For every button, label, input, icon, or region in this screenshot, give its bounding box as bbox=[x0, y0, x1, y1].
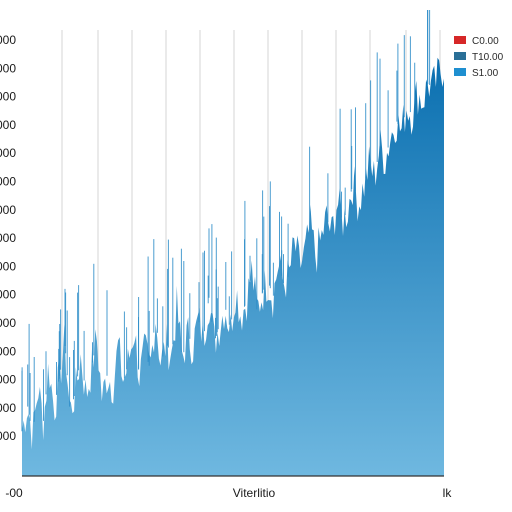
legend-swatch bbox=[454, 52, 466, 60]
y-tick-label: 000 bbox=[0, 344, 16, 358]
legend-swatch bbox=[454, 68, 466, 76]
legend: C0.00 T10.00 S1.00 bbox=[454, 36, 504, 79]
plot-area bbox=[21, 10, 444, 476]
y-tick-label: 000 bbox=[0, 146, 16, 160]
y-tick-label: 000 bbox=[0, 316, 16, 330]
x-axis-ticks: -00 Viterlitio lk bbox=[5, 486, 452, 500]
x-tick-label: -00 bbox=[5, 486, 23, 500]
y-tick-label: 000 bbox=[0, 175, 16, 189]
legend-label: C0.00 bbox=[472, 36, 499, 47]
y-tick-label: 000 bbox=[0, 61, 16, 75]
y-tick-label: 000 bbox=[0, 231, 16, 245]
y-tick-label: 000 bbox=[0, 33, 16, 47]
x-tick-label: Viterlitio bbox=[233, 486, 276, 500]
area-series bbox=[22, 57, 444, 476]
y-tick-label: 000 bbox=[0, 288, 16, 302]
y-tick-label: 000 bbox=[0, 401, 16, 415]
y-tick-label: 000 bbox=[0, 373, 16, 387]
legend-swatch bbox=[454, 36, 466, 44]
y-tick-label: 000 bbox=[0, 203, 16, 217]
legend-label: S1.00 bbox=[472, 68, 499, 79]
y-tick-label: 000 bbox=[0, 90, 16, 104]
y-tick-label: 000 bbox=[0, 259, 16, 273]
y-tick-label: 000 bbox=[0, 118, 16, 132]
y-tick-label: 000 bbox=[0, 429, 16, 443]
x-tick-label: lk bbox=[443, 486, 453, 500]
y-axis-ticks: 000 000 000 000 000 000 000 000 000 000 000 000 000 0… bbox=[0, 33, 16, 443]
legend-label: T10.00 bbox=[472, 52, 504, 63]
